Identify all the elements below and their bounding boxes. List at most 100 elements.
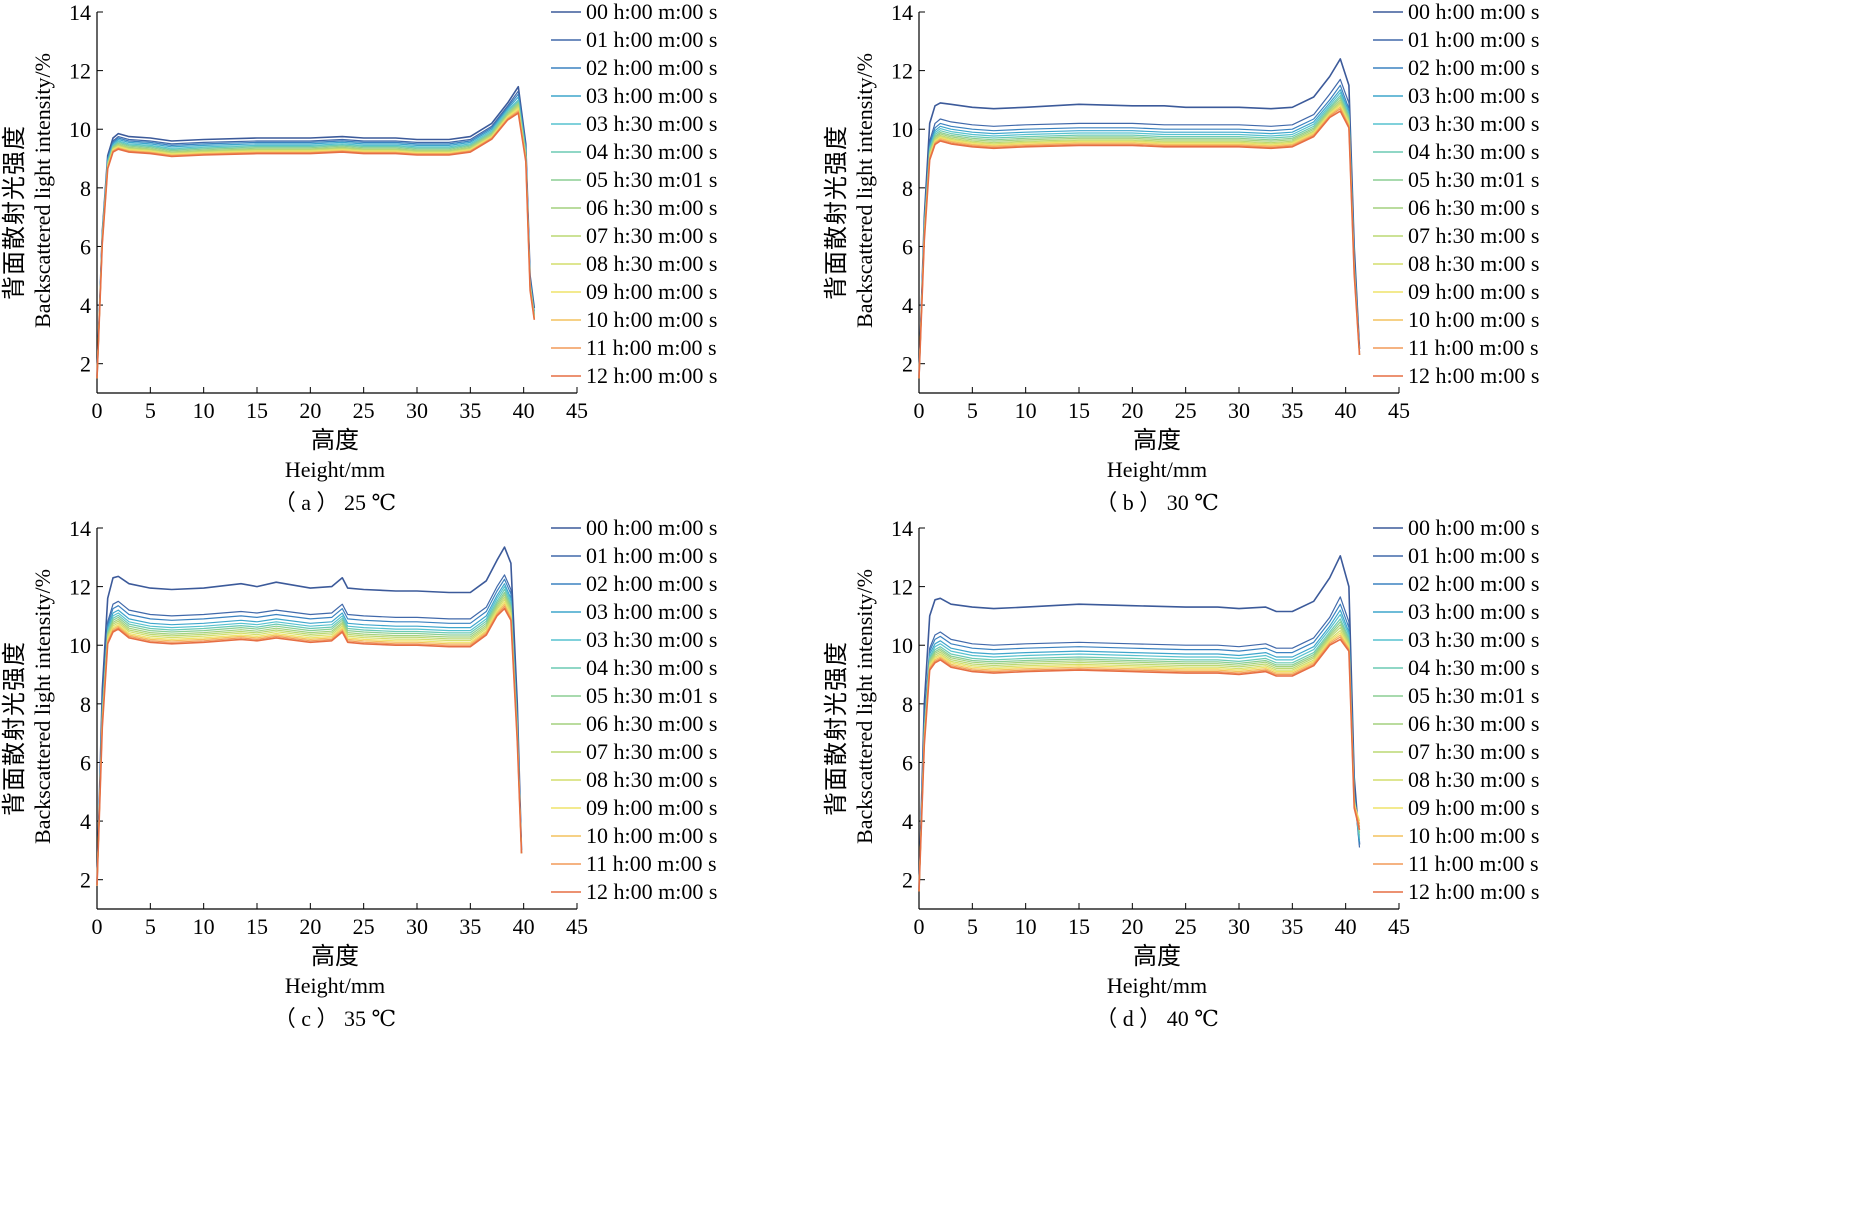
x-tick-label: 35: [1281, 398, 1303, 423]
x-tick-label: 25: [1175, 914, 1197, 939]
y-tick-label: 10: [891, 117, 913, 142]
legend-entry: 10 h:00 m:00 s: [1408, 307, 1539, 332]
series-line-6: [96, 591, 523, 886]
y-tick-label: 2: [902, 352, 913, 377]
series-line-8: [918, 626, 1361, 892]
y-tick-label: 2: [80, 868, 91, 893]
legend-entry: 05 h:30 m:01 s: [1408, 683, 1539, 708]
x-tick-label: 5: [145, 914, 156, 939]
series-line-13: [918, 110, 1361, 379]
x-tick-label: 40: [513, 914, 535, 939]
legend-entry: 00 h:00 m:00 s: [1408, 515, 1539, 540]
legend-entry: 08 h:30 m:00 s: [586, 767, 717, 792]
legend-entry: 02 h:00 m:00 s: [1408, 55, 1539, 80]
x-tick-label: 30: [1228, 398, 1250, 423]
x-tick-label: 45: [566, 398, 588, 423]
x-tick-label: 15: [246, 398, 268, 423]
series-line-6: [918, 621, 1361, 892]
x-tick-label: 30: [1228, 914, 1250, 939]
series-line-10: [918, 632, 1361, 892]
series-line-8: [96, 105, 535, 379]
legend-entry: 02 h:00 m:00 s: [586, 55, 717, 80]
x-tick-label: 35: [459, 398, 481, 423]
y-axis-label-cn: 背面散射光强度: [1, 641, 28, 816]
legend-entry: 03 h:00 m:00 s: [1408, 83, 1539, 108]
series-line-6: [918, 96, 1361, 379]
x-tick-label: 10: [193, 398, 215, 423]
legend-entry: 07 h:30 m:00 s: [586, 739, 717, 764]
y-tick-label: 12: [891, 59, 913, 84]
y-tick-label: 12: [69, 59, 91, 84]
series-line-5: [96, 588, 523, 886]
panel-caption: （ c ） 35 ℃: [274, 1006, 396, 1031]
x-tick-label: 10: [1015, 398, 1037, 423]
series-line-10: [96, 108, 535, 379]
legend-entry: 03 h:00 m:00 s: [1408, 599, 1539, 624]
x-axis-label-en: Height/mm: [285, 973, 385, 998]
legend-entry: 12 h:00 m:00 s: [1408, 363, 1539, 388]
series-line-9: [918, 629, 1361, 892]
y-tick-label: 4: [902, 809, 913, 834]
legend-entry: 06 h:30 m:00 s: [586, 195, 717, 220]
series-line-11: [96, 603, 523, 886]
legend-entry: 04 h:30 m:00 s: [586, 655, 717, 680]
legend-entry: 01 h:00 m:00 s: [1408, 27, 1539, 52]
legend-entry: 10 h:00 m:00 s: [586, 307, 717, 332]
legend-entry: 09 h:00 m:00 s: [1408, 795, 1539, 820]
x-tick-label: 5: [967, 398, 978, 423]
y-axis-label-en: Backscattered light intensity/%: [852, 53, 877, 328]
x-tick-label: 20: [299, 398, 321, 423]
series-line-3: [918, 89, 1361, 379]
y-tick-label: 8: [80, 176, 91, 201]
y-tick-label: 4: [80, 293, 91, 318]
series-line-4: [96, 99, 535, 379]
legend-entry: 01 h:00 m:00 s: [586, 543, 717, 568]
x-tick-label: 30: [406, 398, 428, 423]
legend-entry: 03 h:00 m:00 s: [586, 599, 717, 624]
series-line-2: [918, 84, 1361, 379]
x-tick-label: 30: [406, 914, 428, 939]
series-line-1: [96, 90, 535, 379]
series-line-0: [918, 58, 1361, 379]
legend-entry: 07 h:30 m:00 s: [586, 223, 717, 248]
x-tick-label: 45: [566, 914, 588, 939]
y-axis-label-cn: 背面散射光强度: [823, 641, 850, 816]
legend-entry: 05 h:30 m:01 s: [586, 167, 717, 192]
y-tick-label: 2: [902, 868, 913, 893]
y-tick-label: 10: [69, 633, 91, 658]
x-tick-label: 40: [513, 398, 535, 423]
series-line-0: [96, 546, 523, 886]
y-tick-label: 10: [69, 117, 91, 142]
y-axis-label-en: Backscattered light intensity/%: [852, 569, 877, 844]
legend-entry: 01 h:00 m:00 s: [586, 27, 717, 52]
x-tick-label: 0: [914, 914, 925, 939]
series-line-2: [96, 93, 535, 379]
x-tick-label: 35: [459, 914, 481, 939]
series-line-4: [918, 613, 1361, 892]
legend-entry: 11 h:00 m:00 s: [586, 851, 717, 876]
legend-entry: 10 h:00 m:00 s: [1408, 823, 1539, 848]
y-tick-label: 12: [69, 575, 91, 600]
series-line-13: [96, 607, 523, 886]
x-tick-label: 45: [1388, 914, 1410, 939]
x-tick-label: 15: [246, 914, 268, 939]
legend-entry: 04 h:30 m:00 s: [1408, 655, 1539, 680]
legend-entry: 03 h:30 m:00 s: [1408, 111, 1539, 136]
legend-entry: 00 h:00 m:00 s: [586, 515, 717, 540]
y-tick-label: 2: [80, 352, 91, 377]
series-line-10: [96, 601, 523, 886]
legend-entry: 12 h:00 m:00 s: [1408, 879, 1539, 904]
y-axis-label-en: Backscattered light intensity/%: [30, 569, 55, 844]
chart-panel-2: 0 5 10 15 20 25 30 35 40 45 2 4 6 8 10 12 14 背面散射光强度 Backs…: [1, 515, 717, 1031]
legend-entry: 12 h:00 m:00 s: [586, 879, 717, 904]
y-tick-label: 14: [69, 0, 91, 25]
y-tick-label: 14: [891, 516, 913, 541]
x-tick-label: 0: [92, 398, 103, 423]
series-line-2: [96, 578, 523, 886]
legend-entry: 11 h:00 m:00 s: [1408, 335, 1539, 360]
y-tick-label: 14: [891, 0, 913, 25]
x-axis-label-cn: 高度: [1133, 427, 1181, 454]
legend-entry: 03 h:30 m:00 s: [586, 111, 717, 136]
series-line-1: [918, 596, 1361, 892]
legend-entry: 09 h:00 m:00 s: [586, 795, 717, 820]
